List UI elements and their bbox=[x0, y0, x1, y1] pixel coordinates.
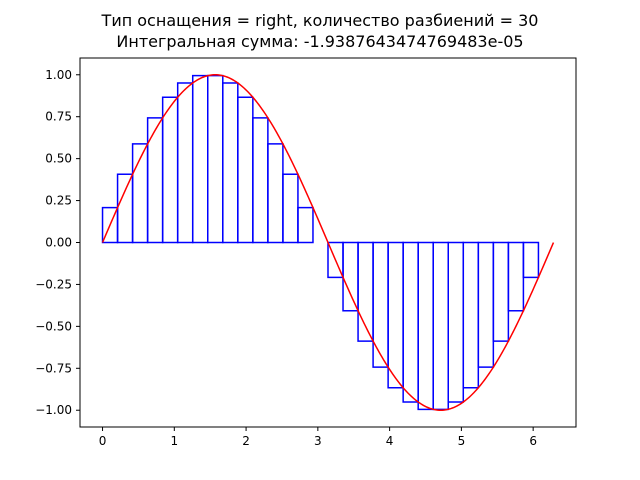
riemann-rect bbox=[207, 74, 224, 244]
riemann-rect bbox=[462, 241, 480, 389]
riemann-rect bbox=[161, 96, 179, 244]
riemann-rect bbox=[237, 96, 254, 244]
riemann-rect bbox=[267, 143, 284, 244]
y-tick-label: −0.25 bbox=[35, 277, 72, 291]
riemann-rect bbox=[507, 241, 525, 312]
y-tick-label: −0.75 bbox=[35, 361, 72, 375]
y-tick-label: −0.50 bbox=[35, 319, 72, 333]
riemann-rect bbox=[477, 241, 495, 368]
x-tick-label: 2 bbox=[242, 434, 250, 448]
x-tick-label: 5 bbox=[458, 434, 466, 448]
y-tick-label: 0.50 bbox=[45, 152, 72, 166]
riemann-rect bbox=[387, 241, 404, 389]
function-curve-layer bbox=[101, 74, 555, 411]
riemann-rectangles bbox=[101, 74, 540, 411]
y-tick-label: −1.00 bbox=[35, 403, 72, 417]
chart-subtitle: Интегральная сумма: -1.9387643474769483e… bbox=[116, 32, 524, 51]
riemann-rect bbox=[191, 74, 209, 244]
x-tick-label: 3 bbox=[314, 434, 322, 448]
x-tick-label: 6 bbox=[529, 434, 537, 448]
riemann-rect bbox=[417, 241, 434, 411]
y-tick-label: 0.25 bbox=[45, 194, 72, 208]
axes: 0 1 2 3 4 5 6 1.00 0.75 0.50 0.25 0.00 −0.25 −0.50 −0.… bbox=[35, 57, 577, 448]
chart-title: Тип оснащения = right, количество разбие… bbox=[101, 11, 539, 30]
riemann-rect bbox=[146, 117, 164, 244]
x-tick-label: 1 bbox=[170, 434, 178, 448]
riemann-rect bbox=[297, 206, 314, 244]
y-tick-label: 1.00 bbox=[45, 68, 72, 82]
function-curve bbox=[101, 74, 555, 411]
riemann-rect bbox=[402, 241, 419, 403]
x-tick-label: 4 bbox=[386, 434, 394, 448]
y-tick-label: 0.00 bbox=[45, 236, 72, 250]
riemann-rect bbox=[447, 241, 465, 403]
y-tick-label: 0.75 bbox=[45, 110, 72, 124]
riemann-rect bbox=[222, 82, 239, 244]
x-tick-label: 0 bbox=[99, 434, 107, 448]
riemann-rect bbox=[432, 241, 449, 411]
riemann-rect bbox=[492, 241, 510, 342]
riemann-rect bbox=[372, 241, 389, 368]
riemann-rect bbox=[282, 173, 299, 244]
riemann-rect bbox=[342, 241, 359, 312]
riemann-rect bbox=[252, 117, 269, 244]
riemann-rect bbox=[176, 82, 194, 244]
riemann-rect bbox=[116, 173, 134, 244]
riemann-rect bbox=[522, 241, 540, 279]
